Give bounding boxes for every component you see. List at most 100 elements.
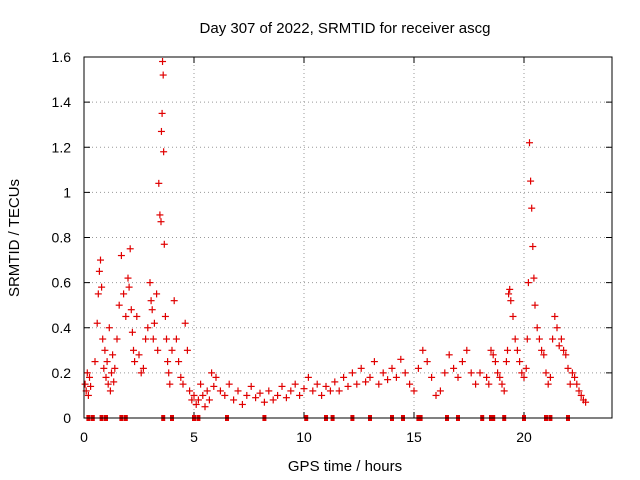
data-point <box>105 324 113 332</box>
data-point <box>216 387 224 395</box>
data-point <box>166 380 174 388</box>
y-tick-labels: 0 0.2 0.4 0.6 0.8 1 1.2 1.4 1.6 <box>52 49 72 426</box>
data-point <box>357 364 365 372</box>
data-point <box>568 369 576 377</box>
data-point <box>186 387 194 395</box>
data-point <box>183 346 191 354</box>
data-point <box>487 346 495 354</box>
data-point <box>127 306 135 314</box>
data-point <box>197 380 205 388</box>
data-point <box>282 394 290 402</box>
data-point <box>120 290 128 298</box>
chart-title: Day 307 of 2022, SRMTID for receiver asc… <box>200 20 491 37</box>
data-point <box>428 373 436 381</box>
data-point <box>210 382 218 390</box>
x-tick-label: 10 <box>296 429 312 445</box>
data-point <box>353 380 361 388</box>
data-point <box>104 380 112 388</box>
data-point <box>159 58 167 66</box>
data-point <box>148 306 156 314</box>
data-point <box>102 373 110 381</box>
data-point <box>168 346 176 354</box>
data-point <box>225 380 233 388</box>
data-point <box>300 385 308 393</box>
data-point <box>384 376 392 384</box>
data-point <box>566 380 574 388</box>
x-tick-label: 5 <box>190 429 198 445</box>
data-point <box>212 373 220 381</box>
data-point <box>179 380 187 388</box>
data-point <box>122 312 130 320</box>
data-point <box>483 373 491 381</box>
y-tick-label: 1.6 <box>52 49 72 65</box>
data-point <box>575 387 583 395</box>
data-point <box>103 358 111 366</box>
data-point <box>401 369 409 377</box>
data-point <box>528 204 536 212</box>
data-point <box>344 382 352 390</box>
data-point <box>504 346 511 354</box>
data-point <box>91 358 99 366</box>
data-point <box>265 387 273 395</box>
data-point <box>414 364 422 372</box>
data-point <box>205 396 213 404</box>
data-point <box>177 373 185 381</box>
data-point <box>147 297 155 305</box>
data-point <box>544 380 552 388</box>
data-point <box>458 358 466 366</box>
data-point <box>247 382 255 390</box>
data-point <box>154 346 162 354</box>
data-point <box>523 335 531 343</box>
data-point <box>142 335 150 343</box>
data-point <box>445 351 453 359</box>
data-point <box>256 389 264 397</box>
data-point <box>110 378 118 386</box>
data-point <box>419 346 427 354</box>
data-point <box>159 71 167 79</box>
data-point <box>111 364 119 372</box>
data-point <box>157 218 165 226</box>
data-point <box>496 373 504 381</box>
data-point <box>188 396 196 404</box>
data-point <box>441 369 449 377</box>
data-point <box>529 243 537 251</box>
data-point <box>511 335 519 343</box>
data-point <box>93 319 101 327</box>
data-point <box>362 378 370 386</box>
data-point <box>564 364 572 372</box>
data-point <box>243 391 251 399</box>
data-point <box>117 252 125 260</box>
data-point <box>551 312 559 320</box>
data-point <box>126 245 134 253</box>
data-point <box>230 396 238 404</box>
data-point <box>304 373 312 381</box>
data-point <box>313 380 321 388</box>
data-point <box>546 373 554 381</box>
data-point <box>370 358 378 366</box>
data-point <box>535 335 543 343</box>
data-point <box>208 369 216 377</box>
data-point <box>526 139 533 147</box>
data-point <box>582 398 590 406</box>
y-tick-label: 0 <box>63 410 71 426</box>
data-point <box>163 335 170 343</box>
data-point <box>494 369 502 377</box>
data-point <box>375 380 383 388</box>
data-point <box>509 312 517 320</box>
data-point <box>287 387 295 395</box>
x-tick-label: 0 <box>80 429 88 445</box>
data-point <box>502 358 510 366</box>
data-point <box>199 391 207 399</box>
y-tick-label: 1.2 <box>52 139 72 155</box>
data-point <box>500 387 508 395</box>
data-point <box>124 274 132 282</box>
data-point <box>97 256 104 264</box>
data-point <box>153 290 161 298</box>
data-point <box>530 274 538 282</box>
data-point <box>467 369 475 377</box>
data-point <box>498 380 506 388</box>
data-point <box>155 179 163 187</box>
data-point <box>309 387 317 395</box>
x-tick-labels: 0 5 10 15 20 <box>80 429 532 445</box>
data-point <box>130 346 137 354</box>
